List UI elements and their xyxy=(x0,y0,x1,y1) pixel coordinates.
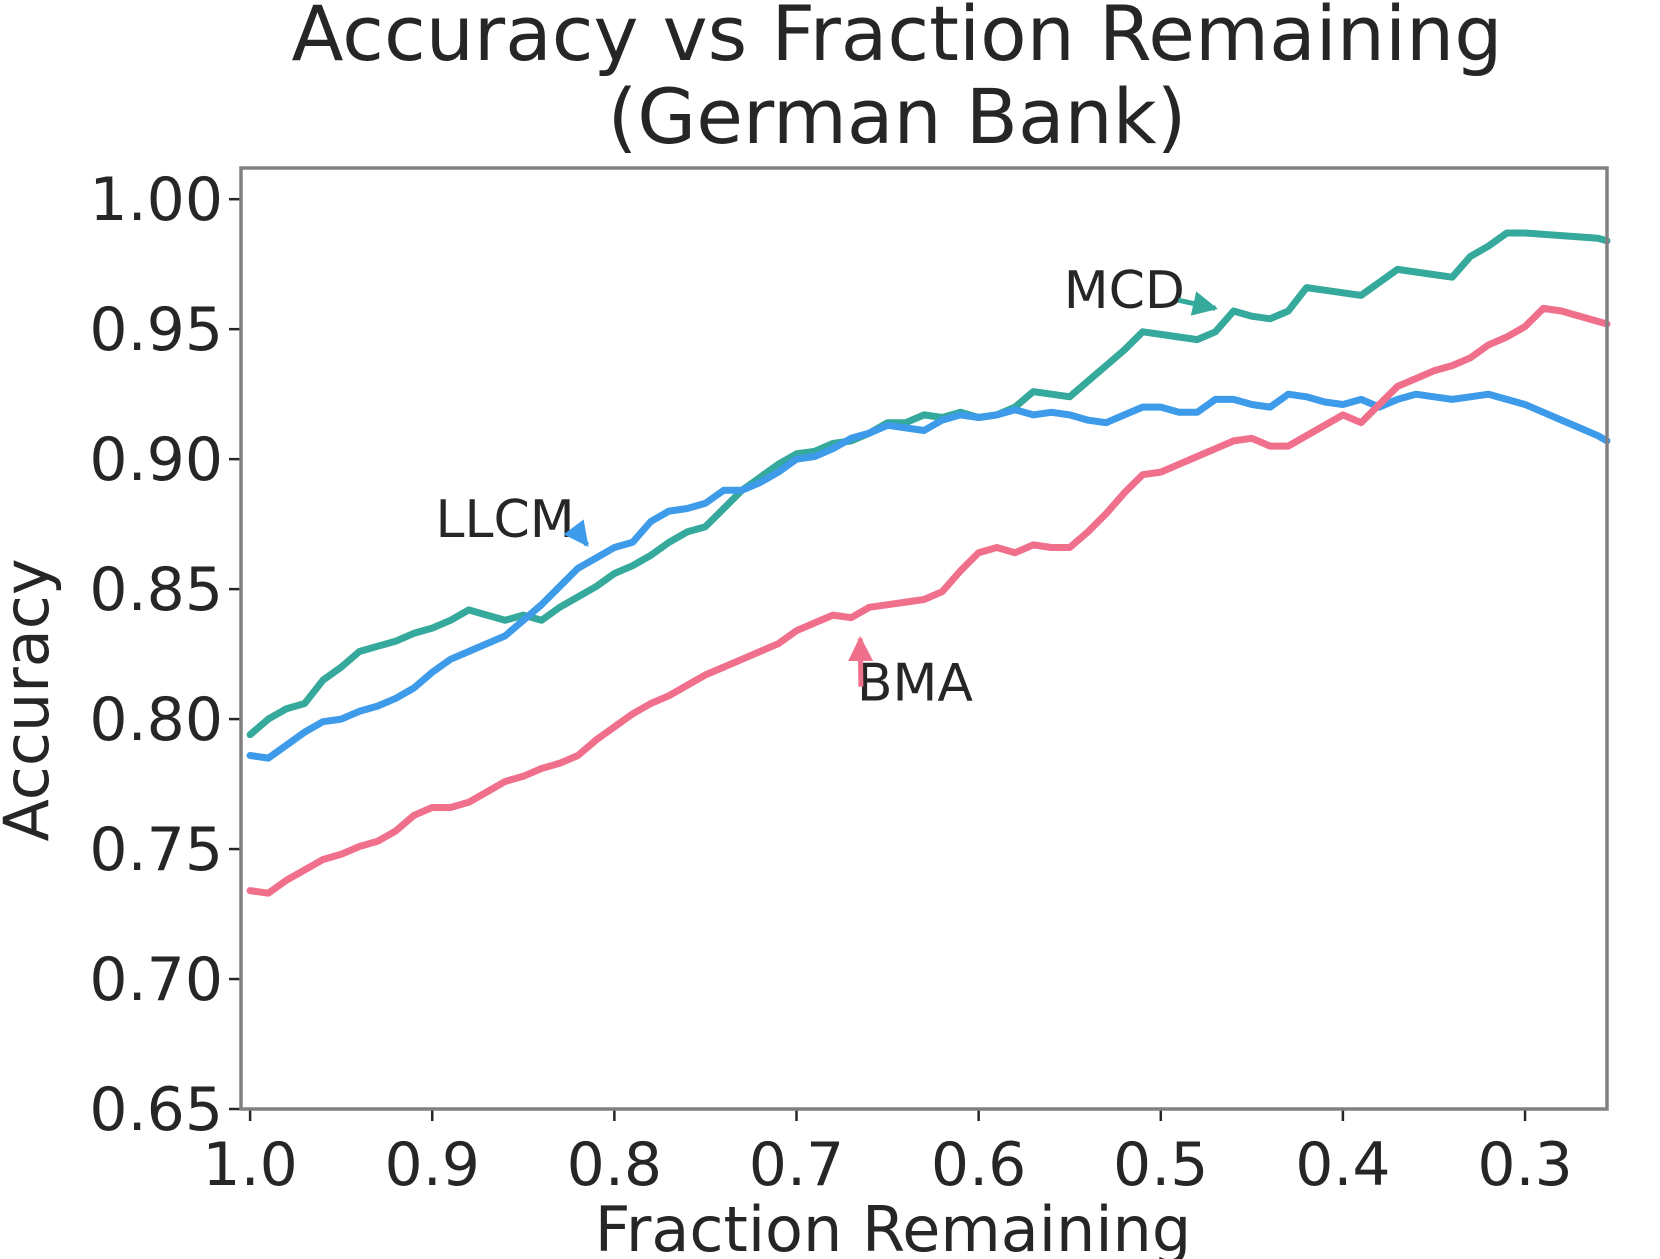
chart-title-line-2: (German Bank) xyxy=(608,72,1187,161)
y-tick-label: 0.90 xyxy=(89,425,223,495)
x-axis-label: Fraction Remaining xyxy=(595,1193,1191,1259)
chart-title-line-1: Accuracy vs Fraction Remaining xyxy=(292,0,1503,78)
x-tick-label: 0.8 xyxy=(567,1130,662,1200)
y-tick-label: 0.75 xyxy=(89,815,223,885)
x-tick-label: 0.6 xyxy=(931,1130,1026,1200)
series-line-bma xyxy=(246,304,1611,897)
annotations: MCD LLCM BMA xyxy=(436,261,1218,714)
x-tick-label: 1.0 xyxy=(202,1130,297,1200)
annotation-label-bma: BMA xyxy=(857,654,974,714)
annotation-label-mcd: MCD xyxy=(1064,261,1185,321)
annotation-arrow-mcd xyxy=(1177,291,1218,316)
x-tick-label: 0.5 xyxy=(1113,1130,1208,1200)
series-line-llcm xyxy=(246,390,1611,762)
series-lines xyxy=(246,229,1611,897)
y-tick-label: 1.00 xyxy=(89,165,223,235)
y-tick-label: 0.80 xyxy=(89,685,223,755)
x-tick-label: 0.7 xyxy=(749,1130,844,1200)
x-tick-label: 0.4 xyxy=(1295,1130,1390,1200)
y-tick-label: 0.85 xyxy=(89,555,223,625)
plot-frame xyxy=(239,166,1609,1111)
x-axis-ticks: 1.0 0.9 0.8 0.7 0.6 0.5 0.4 0.3 xyxy=(202,1109,1573,1200)
annotation-label-llcm: LLCM xyxy=(436,490,575,550)
y-tick-label: 0.65 xyxy=(89,1075,223,1145)
y-tick-label: 0.70 xyxy=(89,945,223,1015)
annotation-arrow-llcm xyxy=(563,519,590,547)
series-line-mcd xyxy=(246,229,1611,739)
x-tick-label: 0.9 xyxy=(385,1130,480,1200)
y-tick-label: 0.95 xyxy=(89,295,223,365)
y-axis-label: Accuracy xyxy=(0,558,63,841)
x-tick-label: 0.3 xyxy=(1477,1130,1572,1200)
y-axis-ticks: 0.65 0.70 0.75 0.80 0.85 0.90 0.95 1.00 xyxy=(89,165,241,1145)
annotation-arrow-bma xyxy=(848,636,874,687)
